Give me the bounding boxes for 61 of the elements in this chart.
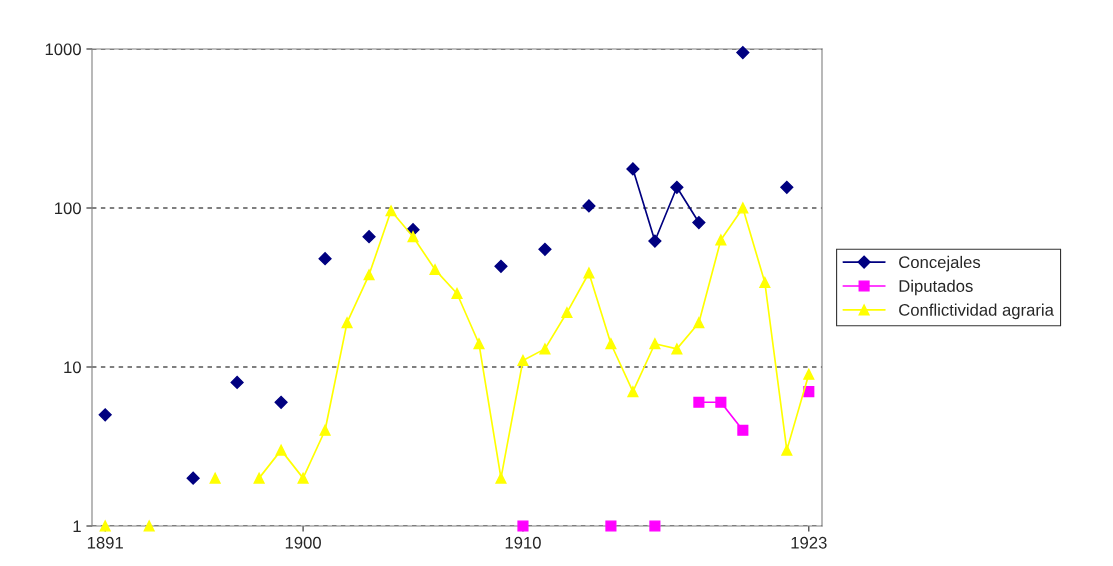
y-tick-label: 10 [64, 361, 81, 374]
point [649, 338, 661, 350]
point [780, 180, 794, 194]
point [297, 472, 309, 484]
point [759, 276, 771, 289]
point [538, 242, 552, 256]
point [275, 444, 287, 456]
point [693, 396, 705, 408]
point [253, 472, 265, 484]
point [715, 396, 727, 408]
point [517, 354, 529, 366]
point [561, 306, 573, 319]
x-tick-label: 1910 [505, 536, 541, 549]
x-tick-label: 1891 [87, 536, 123, 549]
point [803, 368, 815, 380]
point [517, 520, 529, 532]
point [649, 520, 661, 532]
point [186, 471, 200, 485]
point [407, 231, 419, 243]
legend-label: Conflictividad agraria [899, 303, 1054, 320]
point [670, 180, 684, 194]
point [230, 375, 244, 389]
point [318, 252, 332, 266]
point [429, 264, 441, 276]
point [209, 472, 221, 484]
point [627, 386, 639, 398]
point [736, 45, 750, 60]
point [99, 520, 111, 532]
point [274, 395, 288, 409]
legend-label: Diputados [899, 279, 973, 296]
point [582, 199, 596, 213]
point [583, 267, 595, 279]
point [341, 317, 353, 329]
point [737, 202, 749, 214]
y-tick-label: 1 [73, 520, 81, 533]
point [626, 162, 640, 176]
point [451, 287, 463, 300]
x-tick-label: 1923 [791, 536, 827, 549]
point [648, 234, 662, 248]
point [319, 424, 331, 436]
point [693, 317, 705, 329]
point [605, 338, 617, 350]
point [715, 234, 727, 246]
point [494, 259, 508, 273]
point [362, 230, 376, 244]
point [143, 520, 155, 532]
point [781, 444, 793, 456]
point [671, 343, 683, 355]
point [539, 343, 551, 355]
point [98, 408, 112, 422]
legend-label: Concejales [899, 255, 981, 272]
point [605, 520, 617, 532]
point [495, 472, 507, 484]
point [473, 338, 485, 350]
point [737, 424, 749, 436]
y-tick-label: 1000 [45, 43, 81, 56]
y-tick-label: 100 [55, 202, 81, 215]
x-tick-label: 1900 [285, 536, 321, 549]
point [363, 269, 375, 281]
point [385, 205, 397, 217]
point [692, 215, 706, 230]
